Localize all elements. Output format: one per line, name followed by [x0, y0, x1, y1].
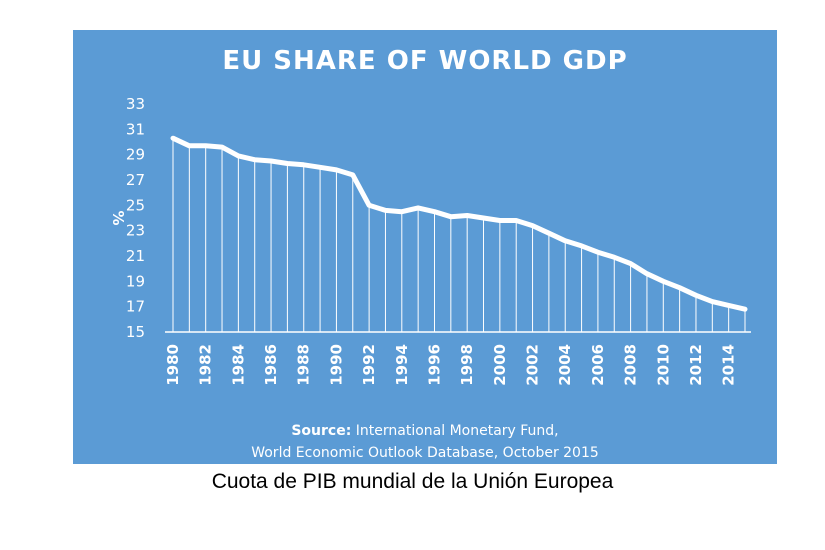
- source-label: Source:: [291, 423, 352, 439]
- source-note: Source: International Monetary Fund, Wor…: [73, 420, 777, 464]
- x-tick-label-1996: 1996: [425, 344, 443, 386]
- data-point-1992: [367, 203, 371, 207]
- x-tick-label-1986: 1986: [262, 344, 280, 386]
- source-text-1: International Monetary Fund,: [355, 423, 559, 439]
- data-point-1987: [285, 162, 289, 166]
- x-tick-label-2014: 2014: [720, 344, 738, 386]
- data-point-1999: [482, 216, 486, 220]
- data-point-1991: [351, 173, 355, 177]
- data-point-2005: [580, 244, 584, 248]
- data-point-2002: [531, 224, 535, 228]
- data-point-1997: [449, 215, 453, 219]
- data-point-1994: [400, 210, 404, 214]
- y-tick-label-33: 33: [126, 95, 145, 113]
- y-tick-label-27: 27: [126, 171, 145, 189]
- data-point-1998: [465, 213, 469, 217]
- chart-svg: 15 17 19 21 23 25 27 29 31 33% 1980 1982 1984 1986 198…: [109, 95, 751, 386]
- x-tick-label-1982: 1982: [197, 344, 215, 386]
- y-tick-label-15: 15: [126, 323, 145, 341]
- data-point-2007: [612, 255, 616, 259]
- data-point-2000: [498, 219, 502, 223]
- data-point-1993: [383, 208, 387, 212]
- data-point-1984: [236, 154, 240, 158]
- data-point-1980: [171, 136, 175, 140]
- data-point-2011: [678, 286, 682, 290]
- chart-panel: 15 17 19 21 23 25 27 29 31 33% 1980 1982 1984 1986 198…: [73, 30, 777, 464]
- x-tick-label-1988: 1988: [295, 344, 313, 386]
- y-tick-label-31: 31: [126, 120, 145, 138]
- data-point-1995: [416, 206, 420, 210]
- x-tick-label-1984: 1984: [229, 344, 247, 386]
- data-point-2008: [629, 262, 633, 266]
- x-tick-label-2004: 2004: [556, 344, 574, 386]
- y-axis-label: %: [109, 210, 127, 225]
- source-line-2: World Economic Outlook Database, October…: [251, 445, 599, 461]
- data-point-2003: [547, 231, 551, 235]
- data-point-2010: [661, 279, 665, 283]
- data-point-2006: [596, 250, 600, 254]
- x-tick-label-1994: 1994: [393, 344, 411, 386]
- y-tick-label-25: 25: [126, 196, 145, 214]
- y-tick-label-19: 19: [126, 272, 145, 290]
- x-tick-label-1980: 1980: [164, 344, 182, 386]
- data-point-2015: [743, 307, 747, 311]
- data-point-1982: [204, 144, 208, 148]
- x-tick-label-2006: 2006: [589, 344, 607, 386]
- figure-caption: Cuota de PIB mundial de la Unión Europea: [211, 470, 614, 493]
- data-point-1981: [187, 144, 191, 148]
- x-tick-label-2002: 2002: [524, 344, 542, 386]
- x-tick-label-2010: 2010: [654, 344, 672, 386]
- data-point-1986: [269, 159, 273, 163]
- y-tick-label-17: 17: [126, 298, 145, 316]
- data-point-1983: [220, 145, 224, 149]
- data-point-2009: [645, 272, 649, 276]
- data-point-1985: [253, 158, 257, 162]
- chart-title: EU SHARE OF WORLD GDP: [222, 46, 628, 76]
- data-point-2014: [727, 303, 731, 307]
- data-point-1988: [302, 163, 306, 167]
- data-point-2004: [563, 239, 567, 243]
- x-tick-label-2000: 2000: [491, 344, 509, 386]
- data-point-1990: [334, 168, 338, 172]
- data-point-2013: [710, 300, 714, 304]
- x-tick-label-2008: 2008: [622, 344, 640, 386]
- y-tick-label-29: 29: [126, 146, 145, 164]
- x-tick-label-1998: 1998: [458, 344, 476, 386]
- data-point-1996: [432, 210, 436, 214]
- x-tick-label-2012: 2012: [687, 344, 705, 386]
- data-point-2012: [694, 293, 698, 297]
- data-point-1989: [318, 165, 322, 169]
- x-tick-label-1990: 1990: [327, 344, 345, 386]
- data-point-2001: [514, 219, 518, 223]
- source-line-1: Source: International Monetary Fund,: [73, 420, 777, 442]
- y-tick-label-23: 23: [126, 222, 145, 240]
- y-tick-label-21: 21: [126, 247, 145, 265]
- x-tick-label-1992: 1992: [360, 344, 378, 386]
- series-line: [170, 135, 748, 312]
